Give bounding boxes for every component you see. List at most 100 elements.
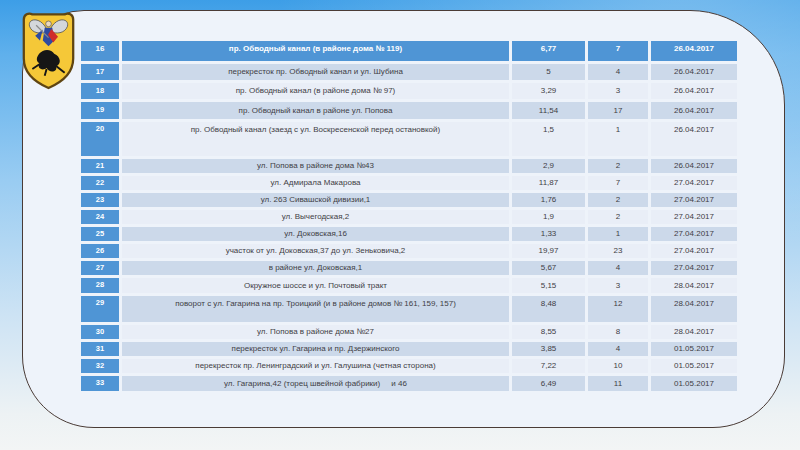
- table-row: 33ул. Гагарина,42 (торец швейной фабрики…: [81, 376, 737, 391]
- cell-num: 29: [81, 296, 119, 322]
- cell-desc: пр. Обводный канал (заезд с ул. Воскресе…: [122, 122, 509, 156]
- cell-num: 20: [81, 122, 119, 156]
- slide: { "colors":{ "accent":"#4f95d5", "band-d…: [0, 0, 800, 450]
- table-row: 21ул. Попова в районе дома №432,9226.04.…: [81, 159, 737, 173]
- cell-desc: пр. Обводный канал (в районе дома № 97): [122, 83, 509, 99]
- table-row: 22ул. Адмирала Макарова11,87727.04.2017: [81, 176, 737, 190]
- cell-desc: ул. Доковская,16: [122, 227, 509, 241]
- cell-desc: в районе ул. Доковская,1: [122, 261, 509, 275]
- cell-date: 26.04.2017: [651, 41, 737, 61]
- table-row: 28Окружное шоссе и ул. Почтовый тракт5,1…: [81, 278, 737, 293]
- cell-v1: 8,55: [512, 325, 585, 339]
- cell-desc: пр. Обводный канал (в районе дома № 119): [122, 41, 509, 61]
- cell-v1: 3,29: [512, 83, 585, 99]
- cell-date: 27.04.2017: [651, 227, 737, 241]
- cell-num: 19: [81, 102, 119, 119]
- table-row: 18пр. Обводный канал (в районе дома № 97…: [81, 83, 737, 99]
- cell-date: 27.04.2017: [651, 193, 737, 207]
- cell-desc: ул. Попова в районе дома №43: [122, 159, 509, 173]
- cell-date: 26.04.2017: [651, 64, 737, 80]
- cell-num: 31: [81, 342, 119, 356]
- cell-v2: 10: [588, 359, 648, 373]
- cell-date: 26.04.2017: [651, 159, 737, 173]
- cell-date: 28.04.2017: [651, 296, 737, 322]
- cell-num: 26: [81, 244, 119, 258]
- locations-table: 16пр. Обводный канал (в районе дома № 11…: [78, 38, 740, 394]
- cell-date: 27.04.2017: [651, 210, 737, 224]
- cell-v1: 6,77: [512, 41, 585, 61]
- cell-desc: ул. Попова в районе дома №27: [122, 325, 509, 339]
- cell-desc: ул. Адмирала Макарова: [122, 176, 509, 190]
- cell-desc: ул. Гагарина,42 (торец швейной фабрики) …: [122, 376, 509, 391]
- table-row: 26участок от ул. Доковская,37 до ул. Зен…: [81, 244, 737, 258]
- cell-v1: 7,22: [512, 359, 585, 373]
- cell-v2: 4: [588, 64, 648, 80]
- cell-v1: 1,5: [512, 122, 585, 156]
- arkhangelsk-coat-of-arms-icon: [20, 8, 77, 92]
- cell-num: 33: [81, 376, 119, 391]
- cell-v2: 3: [588, 278, 648, 293]
- cell-desc: участок от ул. Доковская,37 до ул. Зеньк…: [122, 244, 509, 258]
- locations-table-body: 16пр. Обводный канал (в районе дома № 11…: [81, 41, 737, 391]
- cell-v2: 1: [588, 122, 648, 156]
- cell-v2: 11: [588, 376, 648, 391]
- cell-date: 01.05.2017: [651, 376, 737, 391]
- cell-v1: 1,76: [512, 193, 585, 207]
- cell-v2: 2: [588, 193, 648, 207]
- table-row: 27в районе ул. Доковская,15,67427.04.201…: [81, 261, 737, 275]
- cell-date: 27.04.2017: [651, 176, 737, 190]
- cell-v2: 7: [588, 176, 648, 190]
- cell-v2: 7: [588, 41, 648, 61]
- cell-desc: поворот с ул. Гагарина на пр. Троицкий (…: [122, 296, 509, 322]
- cell-desc: перекресток пр. Обводный канал и ул. Шуб…: [122, 64, 509, 80]
- cell-num: 16: [81, 41, 119, 61]
- cell-v2: 23: [588, 244, 648, 258]
- cell-num: 30: [81, 325, 119, 339]
- cell-date: 26.04.2017: [651, 102, 737, 119]
- cell-date: 28.04.2017: [651, 325, 737, 339]
- cell-v1: 2,9: [512, 159, 585, 173]
- cell-desc: ул. 263 Сивашской дивизии,1: [122, 193, 509, 207]
- cell-num: 23: [81, 193, 119, 207]
- cell-num: 27: [81, 261, 119, 275]
- cell-v1: 8,48: [512, 296, 585, 322]
- cell-num: 18: [81, 83, 119, 99]
- cell-num: 24: [81, 210, 119, 224]
- cell-num: 28: [81, 278, 119, 293]
- cell-v2: 4: [588, 342, 648, 356]
- cell-date: 28.04.2017: [651, 278, 737, 293]
- cell-date: 27.04.2017: [651, 261, 737, 275]
- table-row: 19пр. Обводный канал в районе ул. Попова…: [81, 102, 737, 119]
- cell-v1: 5,15: [512, 278, 585, 293]
- cell-desc: ул. Вычегодская,2: [122, 210, 509, 224]
- table-row: 30ул. Попова в районе дома №278,55828.04…: [81, 325, 737, 339]
- cell-desc: перекресток ул. Гагарина и пр. Дзержинск…: [122, 342, 509, 356]
- cell-v2: 3: [588, 83, 648, 99]
- table-row: 20пр. Обводный канал (заезд с ул. Воскре…: [81, 122, 737, 156]
- cell-date: 26.04.2017: [651, 83, 737, 99]
- cell-num: 22: [81, 176, 119, 190]
- cell-v2: 2: [588, 159, 648, 173]
- cell-date: 01.05.2017: [651, 359, 737, 373]
- table-row: 17перекресток пр. Обводный канал и ул. Ш…: [81, 64, 737, 80]
- table-row: 25ул. Доковская,161,33127.04.2017: [81, 227, 737, 241]
- table-row: 24ул. Вычегодская,21,9227.04.2017: [81, 210, 737, 224]
- table-row: 31перекресток ул. Гагарина и пр. Дзержин…: [81, 342, 737, 356]
- cell-v1: 6,49: [512, 376, 585, 391]
- cell-v2: 2: [588, 210, 648, 224]
- cell-v1: 19,97: [512, 244, 585, 258]
- cell-v1: 1,9: [512, 210, 585, 224]
- cell-num: 21: [81, 159, 119, 173]
- cell-v1: 1,33: [512, 227, 585, 241]
- cell-v2: 17: [588, 102, 648, 119]
- cell-date: 27.04.2017: [651, 244, 737, 258]
- cell-date: 26.04.2017: [651, 122, 737, 156]
- table-row: 29поворот с ул. Гагарина на пр. Троицкий…: [81, 296, 737, 322]
- cell-v1: 11,54: [512, 102, 585, 119]
- cell-v1: 5,67: [512, 261, 585, 275]
- cell-desc: перекресток пр. Ленинградский и ул. Галу…: [122, 359, 509, 373]
- cell-v2: 12: [588, 296, 648, 322]
- table-row: 32перекресток пр. Ленинградский и ул. Га…: [81, 359, 737, 373]
- cell-v2: 4: [588, 261, 648, 275]
- cell-v2: 1: [588, 227, 648, 241]
